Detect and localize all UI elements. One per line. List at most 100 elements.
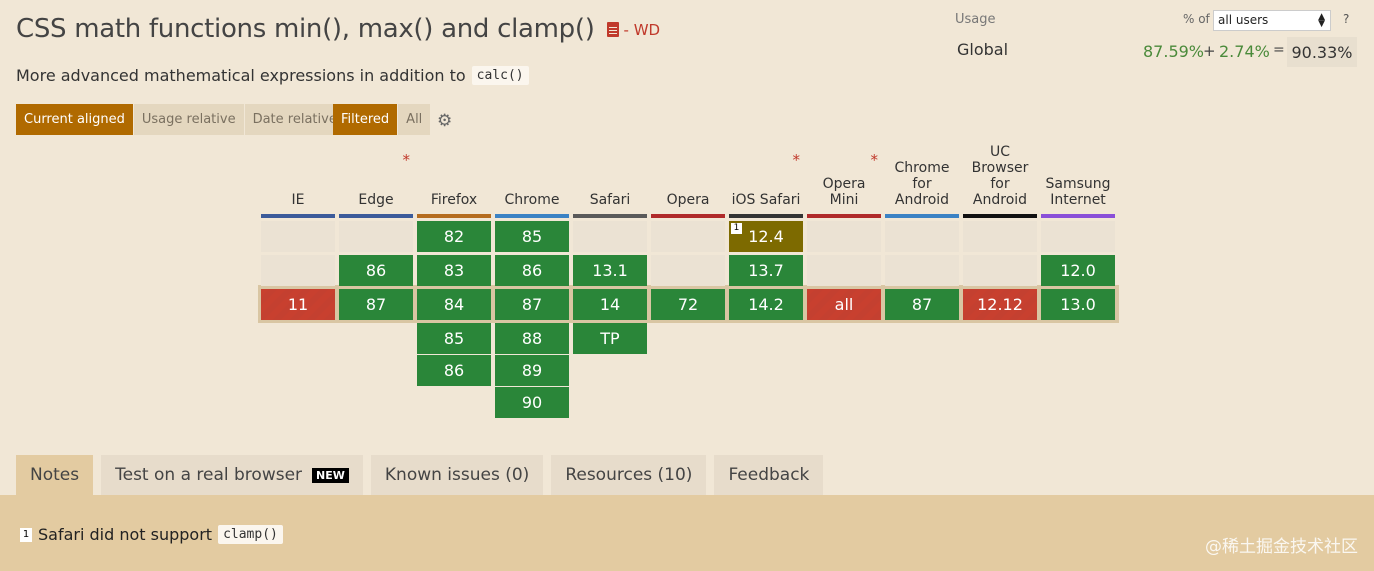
version-label: 87 <box>911 295 933 314</box>
version-cell[interactable]: 90 <box>495 387 569 418</box>
note-marker: 1 <box>731 223 742 234</box>
version-cell[interactable]: 85 <box>495 221 569 252</box>
info-tabs: Notes Test on a real browser NEW Known i… <box>16 455 831 495</box>
browser-header: Chrome for Android <box>884 152 960 212</box>
browser-name: Chrome <box>504 192 560 208</box>
version-cell[interactable] <box>963 255 1037 286</box>
browser-color-bar <box>1041 214 1115 218</box>
browser-color-bar <box>495 214 569 218</box>
version-label: 85 <box>443 329 465 348</box>
star-icon: * <box>792 151 801 169</box>
version-label: 13.1 <box>592 261 628 280</box>
version-cell[interactable] <box>651 221 725 252</box>
version-cell[interactable]: 89 <box>495 355 569 386</box>
version-cell[interactable]: 13.7 <box>729 255 803 286</box>
date-relative-button[interactable]: Date relative <box>244 104 346 135</box>
filtered-button[interactable]: Filtered <box>333 104 399 135</box>
browser-header: Samsung Internet <box>1040 152 1116 212</box>
browser-color-bar <box>651 214 725 218</box>
version-cell[interactable] <box>1041 221 1115 252</box>
usage-label: Usage <box>955 12 996 27</box>
version-cell[interactable]: 87 <box>339 289 413 320</box>
star-icon: * <box>402 151 411 169</box>
version-cell[interactable]: 14 <box>573 289 647 320</box>
browser-color-bar <box>963 214 1037 218</box>
tab-label: Feedback <box>728 465 810 485</box>
current-aligned-button[interactable]: Current aligned <box>16 104 134 135</box>
version-cell[interactable]: 11 <box>261 289 335 320</box>
version-cell[interactable]: 87 <box>885 289 959 320</box>
version-cell[interactable] <box>651 255 725 286</box>
version-label: 72 <box>677 295 699 314</box>
browser-name: Safari <box>589 192 631 208</box>
version-label: 12.0 <box>1060 261 1096 280</box>
all-button[interactable]: All <box>398 104 432 135</box>
browser-header: Safari <box>572 152 648 212</box>
version-cell[interactable] <box>261 255 335 286</box>
version-cell[interactable]: 14.2 <box>729 289 803 320</box>
version-cell[interactable]: 86 <box>417 355 491 386</box>
version-cell[interactable] <box>963 221 1037 252</box>
browser-color-bar <box>885 214 959 218</box>
tab-notes[interactable]: Notes <box>16 455 94 495</box>
version-label: 87 <box>521 295 543 314</box>
help-link[interactable]: ? <box>1343 12 1350 26</box>
version-cell[interactable]: all <box>807 289 881 320</box>
browser-name: UC Browser for Android <box>971 144 1029 208</box>
view-mode-group: Current aligned Usage relative Date rela… <box>16 104 346 135</box>
version-cell[interactable] <box>573 221 647 252</box>
document-icon <box>606 22 619 37</box>
feature-description: More advanced mathematical expressions i… <box>16 66 529 85</box>
version-cell[interactable]: 12.12 <box>963 289 1037 320</box>
browser-header: Opera Mini * <box>806 152 882 212</box>
version-cell[interactable]: 72 <box>651 289 725 320</box>
browser-header: iOS Safari * <box>728 152 804 212</box>
version-cell[interactable] <box>261 221 335 252</box>
select-arrows-icon: ▲ ▼ <box>1318 12 1325 29</box>
user-scope-select[interactable]: all users ▲ ▼ <box>1213 10 1331 31</box>
usage-relative-button[interactable]: Usage relative <box>133 104 245 135</box>
tab-label: Test on a real browser <box>115 465 303 485</box>
version-cell[interactable]: 88 <box>495 323 569 354</box>
version-cell[interactable]: 83 <box>417 255 491 286</box>
gear-icon[interactable]: ⚙ <box>437 111 453 131</box>
version-cell[interactable] <box>807 221 881 252</box>
version-cell[interactable] <box>885 255 959 286</box>
version-cell[interactable]: 1 12.4 <box>729 221 803 252</box>
version-cell[interactable]: 12.0 <box>1041 255 1115 286</box>
version-label: 82 <box>443 227 465 246</box>
tab-known-issues[interactable]: Known issues (0) <box>370 455 544 495</box>
version-label: 89 <box>521 361 543 380</box>
browser-name: Samsung Internet <box>1045 176 1111 208</box>
version-cell[interactable]: 13.1 <box>573 255 647 286</box>
version-cell[interactable] <box>885 221 959 252</box>
version-cell[interactable]: TP <box>573 323 647 354</box>
tab-test-real-browser[interactable]: Test on a real browser NEW <box>101 455 363 495</box>
version-cell[interactable]: 13.0 <box>1041 289 1115 320</box>
version-label: 83 <box>443 261 465 280</box>
version-cell[interactable]: 82 <box>417 221 491 252</box>
supported-percent: 87.59% <box>1143 42 1205 61</box>
usage-panel: Usage % of all users ▲ ▼ ? Global 87.59% … <box>955 10 1360 67</box>
version-label: 87 <box>365 295 387 314</box>
version-label: 90 <box>521 393 543 412</box>
version-cell[interactable]: 86 <box>495 255 569 286</box>
spec-status-link[interactable]: - WD <box>606 21 660 39</box>
version-label: 13.7 <box>748 261 784 280</box>
version-cell[interactable] <box>807 255 881 286</box>
page-title: CSS math functions min(), max() and clam… <box>16 14 595 44</box>
version-cell[interactable] <box>339 221 413 252</box>
version-cell[interactable]: 85 <box>417 323 491 354</box>
browser-name: iOS Safari <box>731 192 801 208</box>
browser-name: IE <box>291 192 305 208</box>
version-label: 13.0 <box>1060 295 1096 314</box>
tab-label: Notes <box>30 465 80 485</box>
version-cell[interactable]: 86 <box>339 255 413 286</box>
tab-feedback[interactable]: Feedback <box>714 455 824 495</box>
browser-color-bar <box>417 214 491 218</box>
browser-header: Opera <box>650 152 726 212</box>
tab-resources[interactable]: Resources (10) <box>551 455 707 495</box>
version-cell[interactable]: 84 <box>417 289 491 320</box>
browser-header: Edge * <box>338 152 414 212</box>
version-cell[interactable]: 87 <box>495 289 569 320</box>
